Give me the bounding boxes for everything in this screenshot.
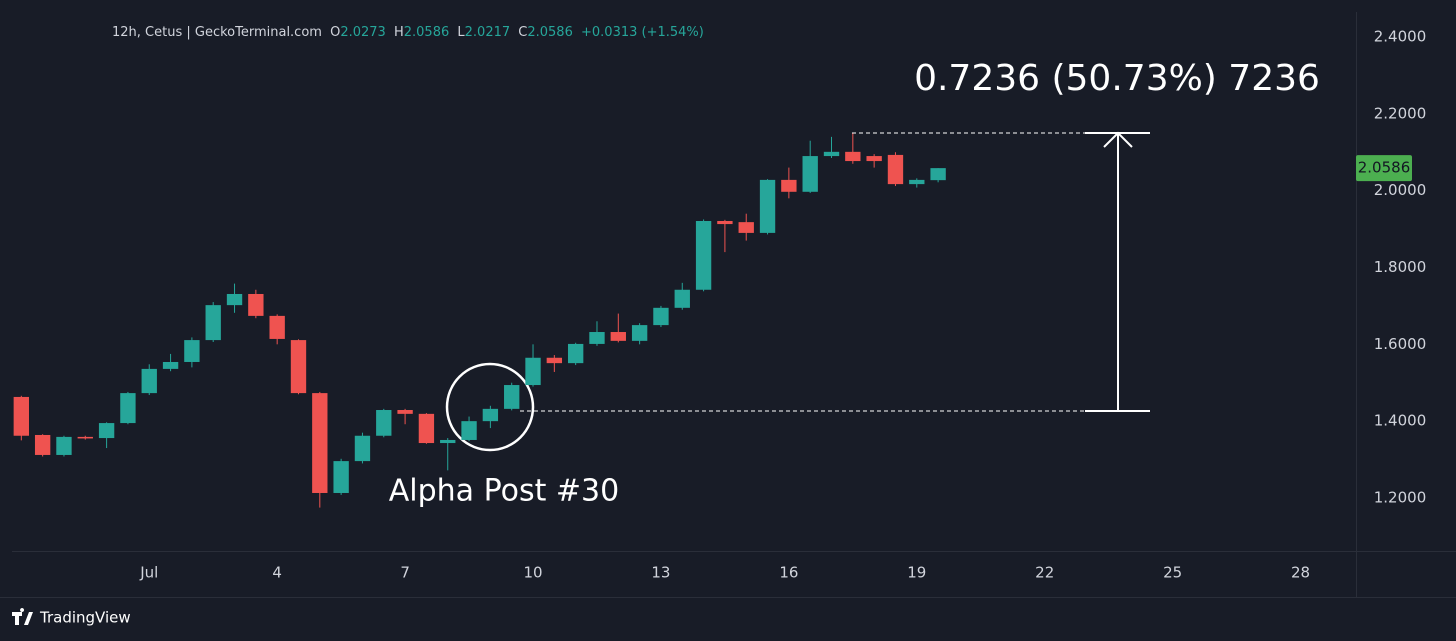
candle-body — [781, 179, 797, 192]
price-label-box — [1356, 155, 1412, 182]
candle-body — [397, 410, 413, 414]
x-tick-label: 16 — [779, 564, 798, 582]
candle-body — [461, 421, 477, 440]
measure-label: 0.7236 (50.73%) 7236 — [914, 58, 1320, 99]
h-key: H — [394, 25, 404, 40]
y-tick-label: 1.2000 — [1374, 488, 1427, 506]
candle-body — [418, 413, 435, 444]
annotation: Alpha Post #30 — [389, 474, 619, 509]
candle-body — [909, 179, 925, 185]
y-tick-label: 2.2000 — [1374, 104, 1427, 122]
y-tick-label: 1.4000 — [1374, 412, 1427, 430]
candle-body — [440, 439, 456, 444]
high: 2.0586 — [404, 25, 450, 40]
candle-body — [802, 156, 818, 192]
candle-body — [98, 423, 115, 439]
candle-body — [525, 357, 541, 386]
low: 2.0217 — [465, 25, 511, 40]
candle-body — [141, 368, 157, 394]
price-label: 2.0586 — [1358, 159, 1411, 177]
arrow-head — [1103, 131, 1133, 148]
candle-body — [120, 393, 136, 424]
c-key: C — [518, 25, 527, 40]
candle-body — [376, 410, 392, 436]
candle-body — [290, 340, 307, 394]
y-tick-label: 2.4000 — [1374, 27, 1427, 45]
footer-logo: TradingView — [12, 608, 131, 627]
candle-body — [184, 340, 200, 362]
o-key: O — [330, 25, 340, 40]
candle-body — [695, 220, 712, 290]
candle-body — [866, 156, 882, 162]
y-tick-label: 2.0000 — [1374, 181, 1427, 199]
candle-body — [34, 434, 51, 455]
candle-body — [823, 151, 840, 157]
candle-body — [205, 305, 221, 341]
x-tick-label: 22 — [1035, 564, 1054, 582]
close: 2.0586 — [527, 25, 573, 40]
candle-body — [546, 357, 563, 364]
candle-body — [162, 361, 179, 369]
symbol: 12h, Cetus | GeckoTerminal.com — [112, 25, 322, 40]
candle-body — [674, 289, 690, 308]
highlight-circle — [445, 362, 535, 452]
header: 12h, Cetus | GeckoTerminal.com O2.0273 H… — [112, 25, 704, 40]
candle-body — [504, 385, 520, 409]
candle-body — [717, 220, 733, 225]
candle-body — [589, 332, 605, 344]
header-text: 12h, Cetus | GeckoTerminal.com O2.0273 H… — [112, 25, 704, 40]
x-tick-label: 19 — [907, 564, 926, 582]
x-tick-label: 10 — [523, 564, 542, 582]
candle-body — [77, 436, 93, 439]
candle-body — [312, 393, 328, 493]
x-tick-label: 4 — [272, 564, 282, 582]
candle-body — [567, 343, 584, 364]
x-tick-label: 28 — [1291, 564, 1310, 582]
candle-body — [354, 435, 371, 462]
candle-body — [226, 293, 243, 306]
candle-body — [887, 154, 904, 185]
open: 2.0273 — [340, 25, 386, 40]
candle-body — [269, 315, 285, 339]
candle-body — [930, 168, 946, 181]
candle-body — [610, 332, 626, 341]
candle-body — [333, 461, 349, 493]
candle-body — [13, 396, 29, 436]
y-tick-label: 1.6000 — [1374, 335, 1427, 353]
change: +0.0313 (+1.54%) — [581, 25, 704, 40]
y-tick-label: 1.8000 — [1374, 258, 1427, 276]
candle-body — [631, 325, 648, 341]
l-key: L — [457, 25, 465, 40]
candle-body — [56, 436, 72, 455]
x-tick-label: 25 — [1163, 564, 1182, 582]
candle-body — [759, 179, 776, 233]
candle-body — [738, 222, 754, 233]
candle-body — [653, 307, 669, 326]
brand: TradingView — [39, 609, 131, 627]
candle-body — [248, 293, 264, 316]
candle-body — [845, 151, 861, 162]
candle-body — [482, 408, 499, 422]
x-tick-label: 13 — [651, 564, 670, 582]
plot — [13, 131, 1150, 508]
x-tick-label: 7 — [400, 564, 410, 582]
x-tick-label: Jul — [139, 564, 158, 582]
